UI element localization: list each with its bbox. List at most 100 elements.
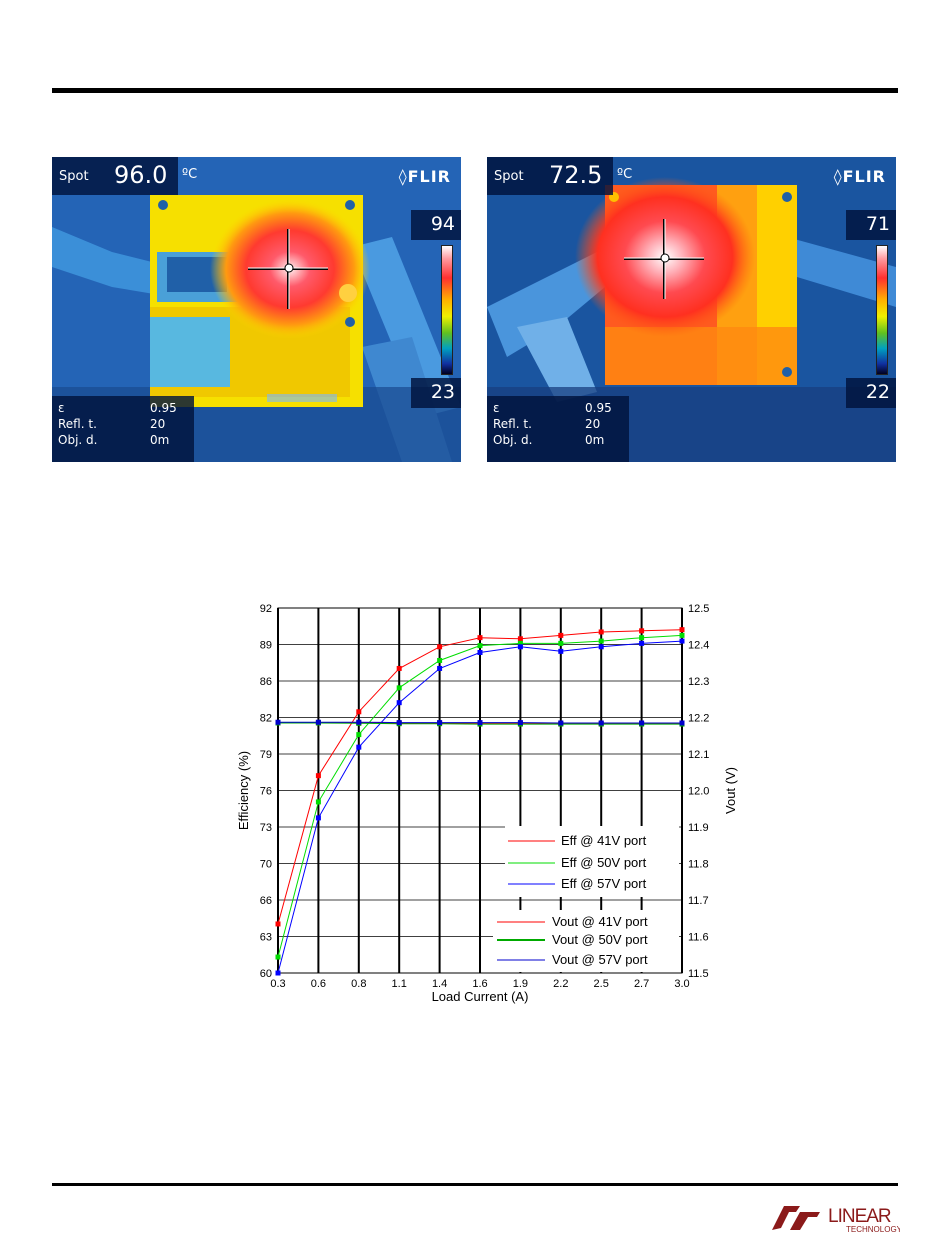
data-point (396, 720, 402, 726)
efficiency-chart-svg: 92 89 86 82 79 76 73 70 66 63 60 12.5 12.4 12.3 12.2 12… (236, 603, 738, 1004)
color-scale-bar (876, 245, 888, 375)
data-point (437, 644, 443, 650)
legend-label: Eff @ 41V port (561, 833, 647, 848)
x-tick-label: 0.8 (351, 978, 366, 990)
y2-tick-label: 12.2 (688, 713, 709, 725)
x-tick-label: 1.6 (472, 978, 487, 990)
data-point (558, 632, 564, 638)
efficiency-chart: 92 89 86 82 79 76 73 70 66 63 60 12.5 12.4 12.3 12.2 12… (215, 588, 755, 1018)
data-point (275, 921, 281, 927)
x-axis-label: Load Current (A) (432, 989, 529, 1004)
flir-logo: ◊FLIR (834, 167, 886, 186)
spot-unit: ºC (617, 167, 633, 182)
y-tick-label: 82 (260, 713, 272, 725)
scale-max-box: 94 (411, 210, 461, 240)
data-point (679, 638, 685, 644)
parameters-panel: ε 0.95 Refl. t. 20 Obj. d. 0m (487, 396, 629, 462)
y2-tick-label: 12.5 (688, 603, 709, 615)
param-label: ε (58, 401, 65, 415)
thermal-image-1: Spot 96.0 ºC ◊FLIR 94 23 ε 0.95 Refl. t. 2… (52, 157, 461, 462)
y2-tick-label: 11.7 (688, 895, 709, 907)
data-point (517, 636, 523, 642)
legend-label: Eff @ 57V port (561, 876, 647, 891)
y-tick-label: 76 (260, 786, 272, 798)
data-point (315, 773, 321, 779)
y-tick-label: 86 (260, 676, 272, 688)
x-tick-label: 1.4 (432, 978, 447, 990)
legend-label: Eff @ 50V port (561, 855, 647, 870)
param-value: 0.95 (585, 401, 612, 415)
y2-tick-label: 11.8 (688, 859, 709, 871)
data-point (477, 649, 483, 655)
data-point (639, 628, 645, 634)
data-point (275, 970, 281, 976)
y2-tick-label: 12.0 (688, 786, 709, 798)
x-tick-label: 2.7 (634, 978, 649, 990)
linear-technology-logo: LINEAR TECHNOLOGY (770, 1200, 903, 1234)
y-tick-label: 63 (260, 932, 272, 944)
x-tick-label: 0.6 (311, 978, 326, 990)
scale-max-box: 71 (846, 210, 896, 240)
footer-rule (52, 1183, 898, 1186)
data-point (356, 744, 362, 750)
logo-sub: TECHNOLOGY (846, 1225, 900, 1234)
data-point (315, 719, 321, 725)
logo-word: LINEAR (828, 1206, 891, 1227)
flir-logo: ◊FLIR (399, 167, 451, 186)
legend-label: Vout @ 50V port (552, 932, 648, 947)
param-value: 0m (150, 433, 170, 447)
data-point (275, 719, 281, 725)
y2-tick-label: 12.4 (688, 640, 709, 652)
data-point (598, 629, 604, 635)
flir-brand: FLIR (407, 167, 451, 186)
spot-value: 72.5 (549, 161, 603, 189)
flir-brand: FLIR (842, 167, 886, 186)
x-tick-label: 2.2 (553, 978, 568, 990)
param-value: 0m (585, 433, 605, 447)
data-point (356, 732, 362, 738)
flir-diamond-icon: ◊ (833, 167, 843, 186)
spot-value: 96.0 (114, 161, 168, 189)
y2-tick-label: 11.5 (688, 968, 709, 980)
param-label: Refl. t. (493, 417, 532, 431)
data-point (356, 719, 362, 725)
spot-readout: Spot 72.5 (487, 157, 613, 195)
x-tick-label: 2.5 (594, 978, 609, 990)
data-point (517, 644, 523, 650)
scale-min: 22 (865, 381, 890, 403)
header-rule (52, 88, 898, 93)
y2-axis-label: Vout (V) (723, 767, 738, 814)
data-point (437, 665, 443, 671)
spot-unit: ºC (182, 167, 198, 182)
data-point (598, 720, 604, 726)
y-tick-label: 66 (260, 895, 272, 907)
y-tick-label: 60 (260, 968, 272, 980)
param-label: Obj. d. (58, 433, 98, 447)
scale-max: 71 (865, 213, 890, 235)
thermal-scene (52, 157, 461, 462)
x-tick-label: 1.1 (392, 978, 407, 990)
data-point (517, 640, 523, 646)
data-point (315, 815, 321, 821)
data-point (558, 720, 564, 726)
spot-label: Spot (59, 169, 89, 184)
data-point (558, 640, 564, 646)
data-point (679, 720, 685, 726)
data-point (275, 954, 281, 960)
y2-tick-label: 11.6 (688, 932, 709, 944)
data-point (396, 665, 402, 671)
data-point (396, 685, 402, 691)
x-tick-label: 3.0 (674, 978, 689, 990)
data-point (517, 720, 523, 726)
param-value: 20 (585, 417, 601, 431)
y-tick-label: 70 (260, 859, 272, 871)
data-point (477, 635, 483, 641)
legend-label: Vout @ 57V port (552, 952, 648, 967)
param-label: ε (493, 401, 500, 415)
data-point (639, 640, 645, 646)
data-point (396, 700, 402, 706)
y-tick-label: 79 (260, 749, 272, 761)
color-scale-bar (441, 245, 453, 375)
y2-tick-label: 12.1 (688, 749, 709, 761)
scale-max: 94 (430, 213, 455, 235)
